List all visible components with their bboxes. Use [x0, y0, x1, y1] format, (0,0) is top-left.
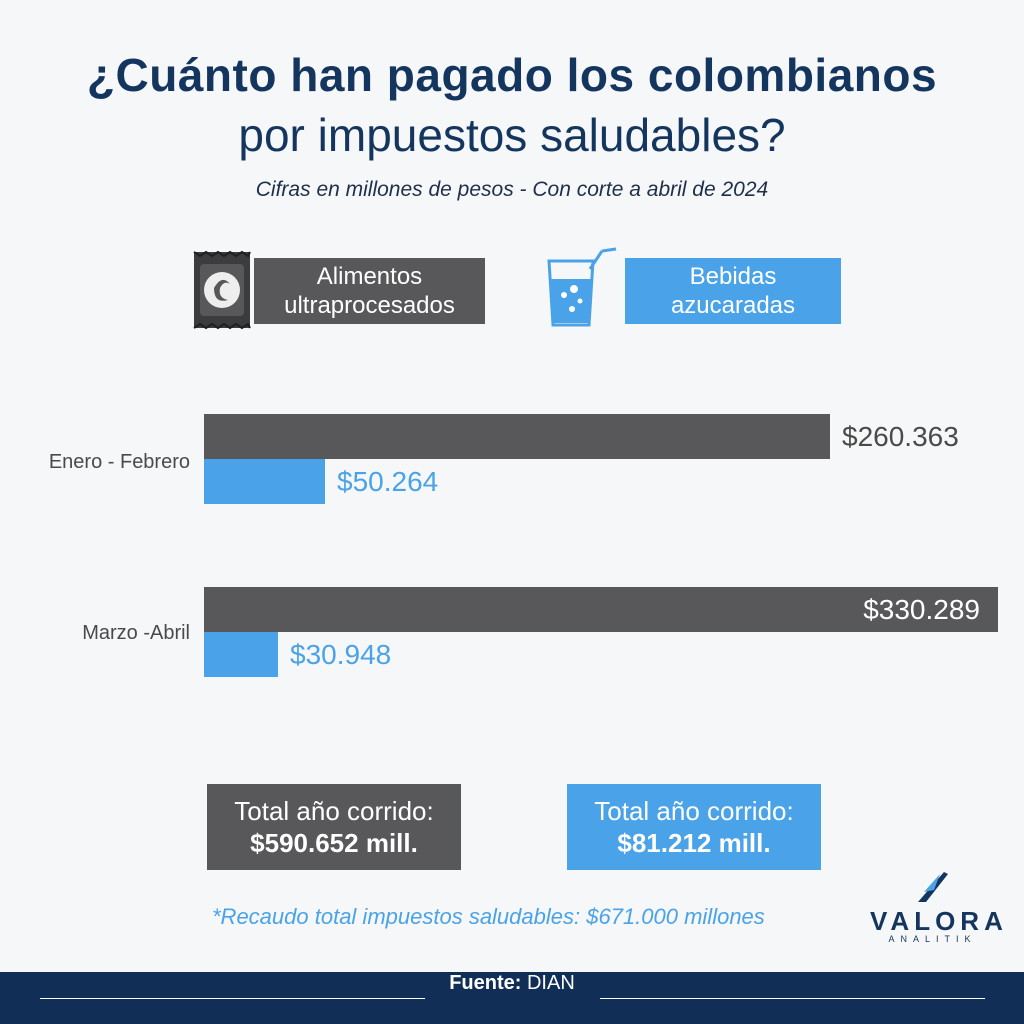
total-alimentos-label: Total año corrido: [234, 796, 434, 826]
legend-item-alimentos: Alimentos ultraprocesados [254, 258, 485, 324]
footer-divider-right [600, 998, 985, 999]
legend-alimentos-line1: Alimentos [316, 263, 423, 290]
logo-mark-icon [918, 872, 948, 902]
total-collection-note: *Recaudo total impuestos saludables: $67… [212, 904, 765, 929]
legend-alimentos-line2: ultraprocesados [284, 292, 455, 319]
title-line-2: por impuestos saludables? [238, 109, 786, 161]
total-bebidas-label: Total año corrido: [594, 796, 794, 826]
value-label-alimentos-enero-febrero: $260.363 [842, 421, 959, 452]
bar-bebidas-enero-febrero [204, 459, 325, 504]
bar-bebidas-marzo-abril [204, 632, 278, 677]
legend-item-bebidas: Bebidas azucaradas [625, 258, 841, 324]
bar-alimentos-marzo-abril [204, 587, 998, 632]
category-label-marzo-abril: Marzo -Abril [82, 622, 190, 644]
logo-subtitle: ANALITIK [888, 934, 977, 944]
footer-source-label: Fuente: [449, 972, 522, 994]
legend-bebidas-line2: azucaradas [670, 292, 796, 319]
valora-analitik-logo: VALORA ANALITIK [870, 870, 1008, 950]
value-label-bebidas-enero-febrero: $50.264 [337, 466, 439, 497]
title-line-1: ¿Cuánto han pagado los colombianos [86, 49, 938, 101]
footer-bar: Fuente: DIAN [0, 972, 1024, 1024]
total-alimentos-value: $590.652 mill. [250, 828, 418, 858]
total-bebidas-value: $81.212 mill. [617, 828, 771, 858]
value-label-alimentos-marzo-abril: $330.289 [863, 594, 980, 625]
footer-divider-left [40, 998, 425, 999]
total-bebidas-box: Total año corrido: $81.212 mill. [567, 784, 821, 870]
footer-source: Fuente: DIAN [0, 972, 1024, 995]
legend-bebidas-line1: Bebidas [689, 263, 777, 290]
bar-alimentos-enero-febrero [204, 414, 830, 459]
value-label-bebidas-marzo-abril: $30.948 [290, 639, 392, 670]
total-alimentos-box: Total año corrido: $590.652 mill. [207, 784, 461, 870]
drink-glass-icon [547, 247, 617, 327]
logo-wordmark: VALORA [870, 906, 1008, 936]
subtitle: Cifras en millones de pesos - Con corte … [255, 178, 769, 201]
footer-source-name: DIAN [526, 972, 575, 994]
snack-bag-icon [193, 250, 251, 330]
category-label-enero-febrero: Enero - Febrero [48, 451, 190, 473]
